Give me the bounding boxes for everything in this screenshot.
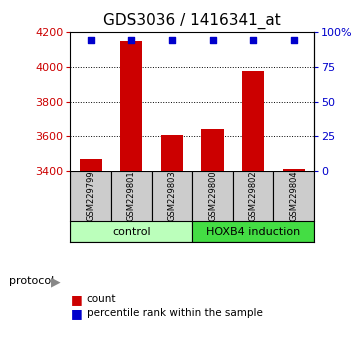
Text: protocol: protocol — [9, 276, 54, 286]
Bar — [201, 129, 224, 171]
Bar — [242, 71, 264, 171]
Text: GSM229801: GSM229801 — [127, 171, 136, 221]
Title: GDS3036 / 1416341_at: GDS3036 / 1416341_at — [103, 13, 281, 29]
Bar — [192, 171, 233, 221]
Bar — [161, 135, 183, 171]
Text: GSM229803: GSM229803 — [168, 171, 177, 221]
Text: ■: ■ — [70, 307, 82, 320]
Point — [210, 37, 216, 42]
Point — [250, 37, 256, 42]
Text: GSM229800: GSM229800 — [208, 171, 217, 221]
Bar — [283, 170, 305, 171]
Bar — [120, 41, 143, 171]
Text: count: count — [87, 294, 116, 304]
Text: GSM229804: GSM229804 — [289, 171, 298, 221]
Text: HOXB4 induction: HOXB4 induction — [206, 227, 300, 237]
Point — [169, 37, 175, 42]
Point — [291, 37, 297, 42]
Text: ■: ■ — [70, 293, 82, 306]
Bar — [111, 171, 152, 221]
Bar — [192, 221, 314, 242]
Text: GSM229799: GSM229799 — [86, 171, 95, 221]
Bar — [79, 159, 102, 171]
Text: percentile rank within the sample: percentile rank within the sample — [87, 308, 262, 318]
Text: control: control — [112, 227, 151, 237]
Point — [88, 37, 93, 42]
Text: GSM229802: GSM229802 — [249, 171, 258, 221]
Bar — [274, 171, 314, 221]
Bar — [70, 171, 111, 221]
Bar — [233, 171, 274, 221]
Bar — [152, 171, 192, 221]
Point — [129, 37, 134, 42]
Bar — [70, 221, 192, 242]
Text: ▶: ▶ — [51, 275, 61, 288]
